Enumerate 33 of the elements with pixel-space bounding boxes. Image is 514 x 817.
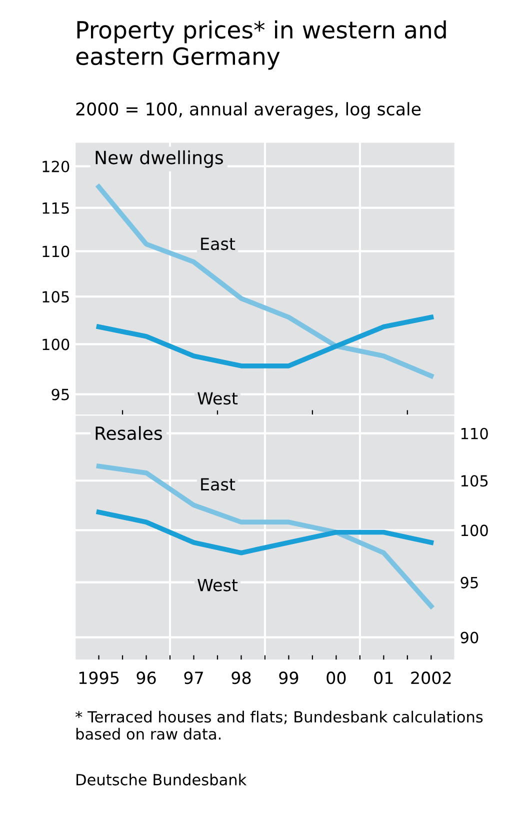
x-tick-label: 98 <box>232 672 251 684</box>
x-tick-label: 97 <box>184 672 203 684</box>
y2-tick-label: 100 <box>461 524 488 536</box>
annotation: New dwellings <box>96 150 223 168</box>
x-tick-label: 00 <box>326 672 346 684</box>
y2-tick-label: 110 <box>461 428 488 440</box>
y2-tick-label: 90 <box>460 632 478 644</box>
y-tick-label: 115 <box>42 202 69 214</box>
y2-tick-label: 105 <box>461 475 488 487</box>
y2-tick-label: 95 <box>460 576 478 588</box>
annotation: Resales <box>96 426 162 440</box>
line-series <box>96 314 434 368</box>
y-tick-label: 100 <box>42 338 70 350</box>
text: * Terraced houses and flats; Bundesbank calculations based on raw data. <box>76 710 483 740</box>
chart-subtitle: 2000 = 100, annual averages, log scale <box>76 102 421 119</box>
text: Deutsche Bundesbank <box>76 774 247 786</box>
x-tick-label: 1995 <box>79 672 119 684</box>
series-label: West <box>198 578 238 592</box>
x-tick-label: 99 <box>279 672 298 684</box>
y-tick-label: 95 <box>52 388 69 400</box>
y-tick-label: 105 <box>42 291 69 303</box>
y-tick-label: 120 <box>42 160 70 172</box>
series-label: West <box>198 392 238 405</box>
line-series <box>96 184 434 378</box>
line-series <box>96 510 434 556</box>
series-label: East <box>201 238 236 250</box>
series-label: East <box>201 478 236 491</box>
line-series <box>96 464 434 609</box>
x-tick-label: 2002 <box>411 672 451 684</box>
chart-title: Property prices* in western and eastern Germany <box>76 20 446 70</box>
x-tick-label: 01 <box>374 672 393 684</box>
y-tick-label: 110 <box>42 246 70 258</box>
x-tick-label: 96 <box>136 672 156 684</box>
